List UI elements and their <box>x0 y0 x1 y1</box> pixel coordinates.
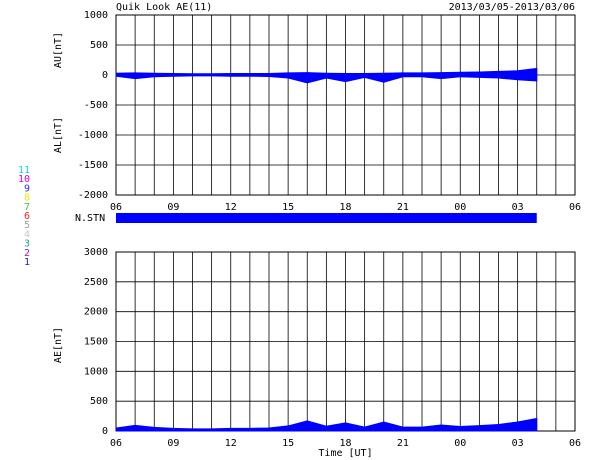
area <box>115 74 538 84</box>
station-label: 4 <box>24 229 30 240</box>
x-tick-label: 18 <box>339 438 351 449</box>
x-tick-label: 09 <box>167 438 179 449</box>
coverage-bar <box>116 213 537 223</box>
y-tick-label: 2000 <box>84 307 108 318</box>
x-axis-label: Time [UT] <box>318 448 372 459</box>
y-tick-label: 1000 <box>84 366 108 377</box>
station-label: 7 <box>24 202 30 213</box>
x-tick-label: 15 <box>282 438 294 449</box>
x-tick-label: 06 <box>110 438 122 449</box>
y-tick-label: -1500 <box>78 160 108 171</box>
x-tick-label: 21 <box>397 202 409 213</box>
y-axis-label: AL[nT] <box>53 117 64 153</box>
area <box>115 67 538 76</box>
station-label: 1 <box>24 257 30 268</box>
y-axis-label: AE[nT] <box>53 327 64 363</box>
y-axis-label: AU[nT] <box>53 32 64 68</box>
x-tick-label: 06 <box>110 202 122 213</box>
x-tick-label: 03 <box>512 202 524 213</box>
y-tick-label: 500 <box>90 40 108 51</box>
y-tick-label: -1000 <box>78 130 108 141</box>
x-tick-label: 03 <box>512 438 524 449</box>
station-label: 5 <box>24 220 30 231</box>
x-tick-label: 12 <box>225 202 237 213</box>
x-tick-label: 18 <box>339 202 351 213</box>
station-label: 6 <box>24 211 30 222</box>
y-tick-label: 0 <box>102 426 108 437</box>
y-tick-label: -2000 <box>78 190 108 201</box>
station-label: 11 <box>18 165 30 176</box>
x-tick-label: 12 <box>225 438 237 449</box>
x-tick-label: 06 <box>569 202 581 213</box>
y-tick-label: 1000 <box>84 10 108 21</box>
x-tick-label: 00 <box>454 438 466 449</box>
y-tick-label: -500 <box>84 100 108 111</box>
y-tick-label: 2500 <box>84 277 108 288</box>
y-tick-label: 3000 <box>84 247 108 258</box>
station-label: 10 <box>18 174 30 185</box>
y-tick-label: 1500 <box>84 337 108 348</box>
station-label: 2 <box>24 248 30 259</box>
y-tick-label: 0 <box>102 70 108 81</box>
chart-title: Quik Look AE(11) <box>116 2 212 13</box>
x-tick-label: 00 <box>454 202 466 213</box>
x-tick-label: 09 <box>167 202 179 213</box>
x-tick-label: 15 <box>282 202 294 213</box>
area <box>115 417 538 432</box>
span-label: N.STN <box>75 213 105 224</box>
x-tick-label: 06 <box>569 438 581 449</box>
station-label: 8 <box>24 193 30 204</box>
y-tick-label: 500 <box>90 396 108 407</box>
station-label: 9 <box>24 183 30 194</box>
station-label: 3 <box>24 239 30 250</box>
date-range: 2013/03/05-2013/03/06 <box>449 2 575 13</box>
x-tick-label: 21 <box>397 438 409 449</box>
